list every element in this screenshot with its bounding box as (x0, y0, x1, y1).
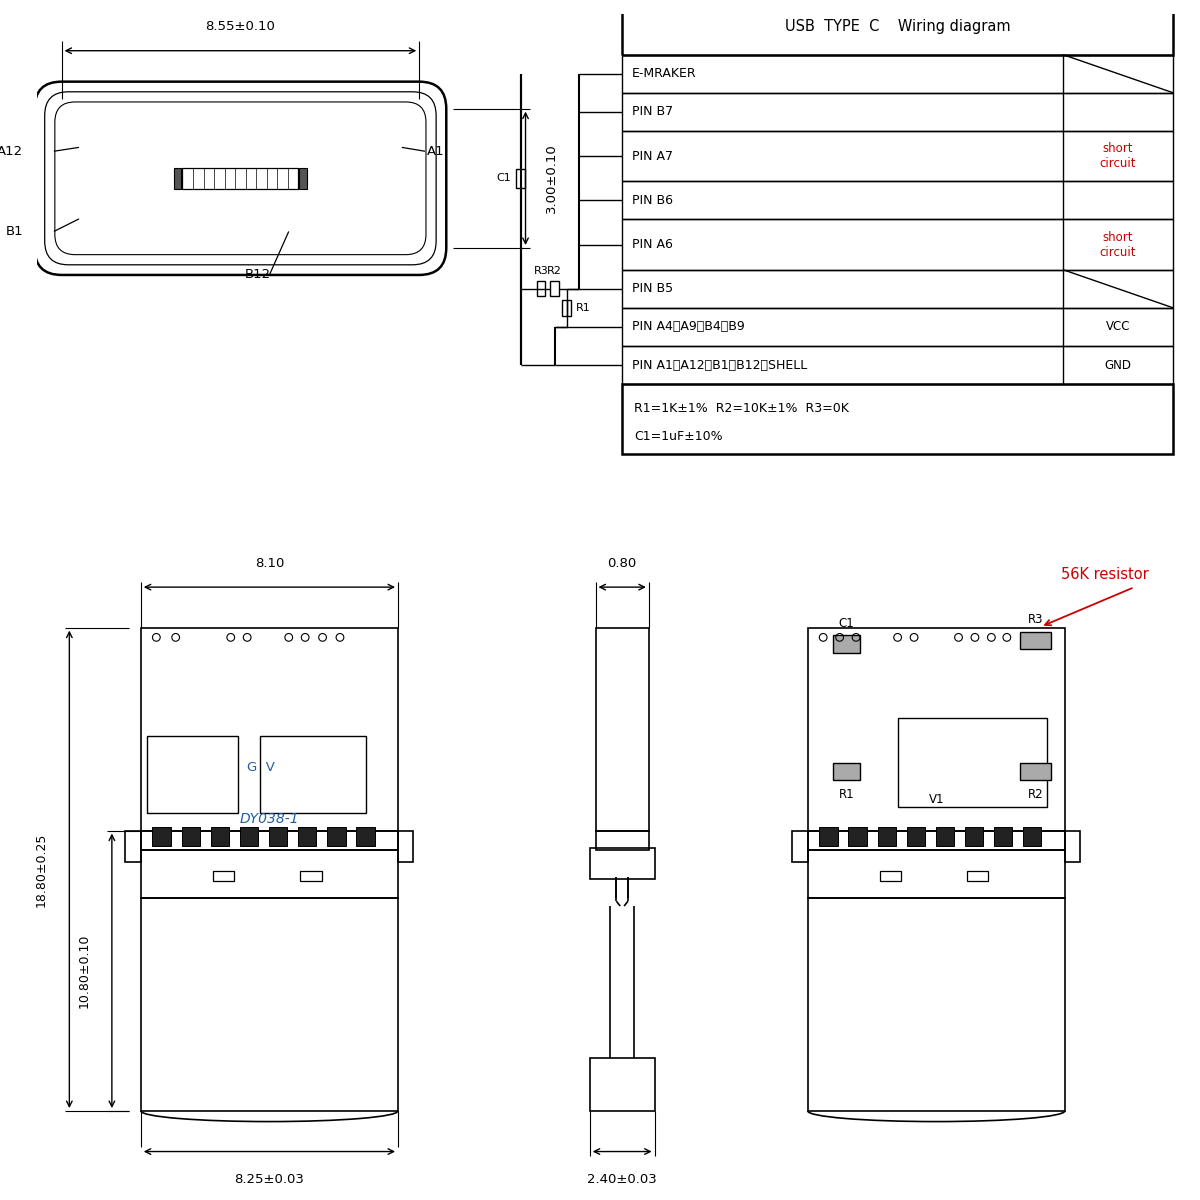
Bar (589, 848, 654, 878)
Bar (622, 308, 1174, 346)
Bar (398, 830, 414, 862)
Text: V1: V1 (929, 793, 944, 806)
Bar (808, 628, 1064, 830)
Text: B1: B1 (5, 224, 23, 238)
Bar (965, 827, 983, 846)
Text: R2: R2 (1028, 788, 1044, 802)
Text: PIN B7: PIN B7 (632, 106, 673, 119)
Bar (140, 628, 398, 830)
Bar (622, 92, 1174, 131)
Bar (182, 168, 299, 188)
Bar (994, 827, 1013, 846)
Bar (622, 346, 1174, 384)
Text: R1: R1 (839, 788, 854, 802)
Bar (146, 736, 239, 814)
Bar (1024, 827, 1042, 846)
Bar (152, 827, 170, 846)
Bar (622, 220, 1174, 270)
Text: PIN A4、A9、B4、B9: PIN A4、A9、B4、B9 (632, 320, 744, 334)
Bar (907, 827, 925, 846)
Bar (516, 168, 526, 188)
Bar (622, 0, 1174, 54)
Text: 8.10: 8.10 (254, 557, 284, 570)
Text: C1=1uF±10%: C1=1uF±10% (634, 430, 722, 443)
Bar (833, 763, 860, 780)
Text: PIN B5: PIN B5 (632, 282, 673, 295)
Bar (536, 281, 545, 296)
Text: 56K resistor: 56K resistor (1061, 568, 1148, 582)
Text: PIN B6: PIN B6 (632, 193, 673, 206)
Bar (808, 850, 1064, 899)
Bar (967, 871, 989, 882)
Text: VCC: VCC (1105, 320, 1130, 334)
Bar (212, 871, 234, 882)
Bar (356, 827, 374, 846)
Text: 0.80: 0.80 (607, 557, 637, 570)
Bar (269, 827, 287, 846)
Bar (299, 168, 307, 188)
Text: 3.00±0.10: 3.00±0.10 (545, 144, 558, 214)
Bar (1064, 830, 1080, 862)
Text: R2: R2 (547, 266, 562, 276)
Text: R3: R3 (534, 266, 548, 276)
Bar (622, 181, 1174, 220)
Bar (328, 827, 346, 846)
Bar (595, 628, 649, 830)
Bar (181, 827, 200, 846)
Text: PIN A7: PIN A7 (632, 150, 673, 162)
Bar (880, 871, 901, 882)
Bar (820, 827, 838, 846)
Text: DY038-1: DY038-1 (240, 812, 299, 826)
Text: short
circuit: short circuit (1099, 142, 1136, 170)
Text: 8.55±0.10: 8.55±0.10 (205, 20, 275, 34)
Text: short
circuit: short circuit (1099, 230, 1136, 258)
Text: 10.80±0.10: 10.80±0.10 (78, 934, 91, 1008)
Bar (550, 281, 559, 296)
Bar (808, 830, 1064, 850)
Bar (622, 131, 1174, 181)
Bar (240, 827, 258, 846)
Text: PIN A1、A12、B1、B12、SHELL: PIN A1、A12、B1、B12、SHELL (632, 359, 808, 372)
Text: B12: B12 (245, 269, 271, 282)
Bar (1020, 763, 1051, 780)
Text: C1: C1 (497, 173, 511, 184)
Text: E-MRAKER: E-MRAKER (632, 67, 696, 80)
Bar (174, 168, 181, 188)
Bar (140, 830, 398, 850)
Bar (808, 899, 1064, 1111)
Bar (300, 871, 322, 882)
Text: R3: R3 (1028, 613, 1044, 625)
Text: R1=1K±1%  R2=10K±1%  R3=0K: R1=1K±1% R2=10K±1% R3=0K (634, 402, 848, 415)
Bar (898, 718, 1048, 806)
Text: GND: GND (1104, 359, 1132, 372)
Text: 8.25±0.03: 8.25±0.03 (234, 1172, 305, 1186)
Text: PIN A6: PIN A6 (632, 238, 673, 251)
Text: A12: A12 (0, 145, 23, 157)
Bar (622, 54, 1174, 92)
Text: G  V: G V (247, 761, 275, 774)
Bar (595, 830, 649, 850)
Bar (298, 827, 317, 846)
Bar (622, 384, 1174, 454)
Text: C1: C1 (839, 617, 854, 630)
Bar (833, 636, 860, 653)
Bar (792, 830, 808, 862)
Text: USB  TYPE  C    Wiring diagram: USB TYPE C Wiring diagram (785, 19, 1010, 34)
Bar (126, 830, 140, 862)
Text: 18.80±0.25: 18.80±0.25 (35, 832, 48, 906)
Text: 2.40±0.03: 2.40±0.03 (587, 1172, 658, 1186)
Bar (589, 1057, 654, 1111)
Text: A1: A1 (427, 145, 444, 157)
Text: R1: R1 (576, 302, 590, 313)
Bar (936, 827, 954, 846)
Bar (1020, 631, 1051, 649)
Bar (140, 850, 398, 899)
Bar (140, 899, 398, 1111)
Bar (848, 827, 866, 846)
Bar (211, 827, 229, 846)
Bar (259, 736, 366, 814)
Bar (563, 300, 571, 316)
Bar (622, 270, 1174, 308)
Bar (877, 827, 896, 846)
